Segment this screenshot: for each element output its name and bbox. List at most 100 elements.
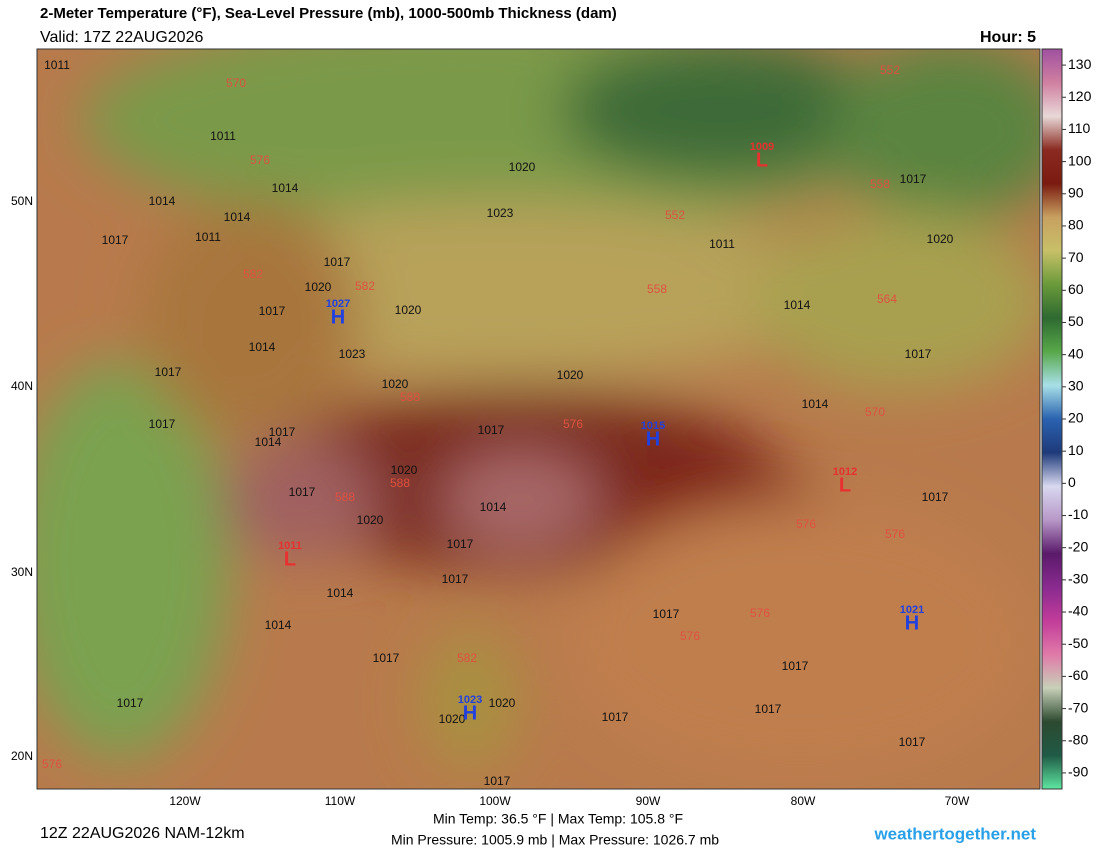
isobar-label: 1017 [900,172,927,186]
isobar-label: 1014 [327,586,354,600]
pressure-center-letter: L [839,474,851,496]
isobar-label: 1014 [224,210,251,224]
thickness-label: 588 [400,390,420,404]
colorbar-tick-label: -30 [1068,571,1088,587]
isobar-label: 1017 [442,572,469,586]
isobar-label: 1014 [149,194,176,208]
isobar-label: 1017 [269,425,296,439]
lon-label: 70W [945,794,970,808]
colorbar-tick-label: 70 [1068,249,1084,265]
colorbar-tick-label: 10 [1068,442,1084,458]
temp-range: Min Temp: 36.5 °F | Max Temp: 105.8 °F [433,811,683,827]
lon-label: 120W [169,794,201,808]
pressure-center-letter: L [756,149,768,171]
thickness-label: 582 [457,651,477,665]
lat-label: 30N [11,565,33,579]
colorbar-tick-label: -90 [1068,764,1088,780]
isobar-label: 1020 [357,513,384,527]
isobar-label: 1011 [210,129,236,143]
colorbar-tick-label: 50 [1068,313,1084,329]
isobar-label: 1020 [391,463,418,477]
isobar-label: 1020 [927,232,954,246]
colorbar: 1301201101009080706050403020100-10-20-30… [1041,48,1092,790]
thickness-label: 552 [880,63,900,77]
pressure-center-value: 1009 [750,141,774,153]
colorbar-tick-label: 90 [1068,184,1084,200]
isobar-label: 1023 [339,347,366,361]
isobar-label: 1017 [117,696,144,710]
colorbar-tick-label: 0 [1068,474,1076,490]
colorbar-tick-label: 20 [1068,410,1084,426]
thickness-label: 576 [563,417,583,431]
isobar-label: 1017 [602,710,629,724]
isobar-label: 1017 [102,233,129,247]
thickness-label: 576 [885,527,905,541]
colorbar-tick-label: 30 [1068,378,1084,394]
thickness-label: 558 [870,177,890,191]
title: 2-Meter Temperature (°F), Sea-Level Pres… [40,5,617,22]
isobar-label: 1014 [784,298,811,312]
lon-label: 90W [636,794,661,808]
isobar-label: 1023 [487,206,514,220]
thickness-label: 576 [42,757,62,771]
isobar-label: 1017 [484,774,511,788]
thickness-label: 558 [647,282,667,296]
map-frame [36,48,1041,790]
isobar-label: 1020 [489,696,516,710]
thickness-label: 552 [665,208,685,222]
pressure-center-value: 1027 [326,298,350,310]
forecast-hour: Hour: 5 [980,29,1036,46]
colorbar-tick-label: 60 [1068,281,1084,297]
colorbar-tick-label: -70 [1068,699,1088,715]
pressure-center-value: 1015 [641,420,665,432]
isobar-label: 1017 [155,365,182,379]
colorbar-tick-label: -40 [1068,603,1088,619]
thickness-label: 582 [355,279,375,293]
colorbar-tick-label: 40 [1068,345,1084,361]
pressure-center-letter: H [463,702,477,724]
pressure-center-value: 1023 [458,694,482,706]
isobar-label: 1020 [305,280,332,294]
isobar-label: 1011 [44,58,70,72]
colorbar-tick-label: -10 [1068,506,1088,522]
colorbar-tick-label: -80 [1068,731,1088,747]
valid-time: Valid: 17Z 22AUG2026 [40,29,203,46]
isobar-label: 1014 [249,340,276,354]
map-field [37,49,1040,789]
isobar-label: 1017 [905,347,932,361]
pressure-range: Min Pressure: 1005.9 mb | Max Pressure: … [391,832,719,848]
isobar-label: 1017 [259,304,286,318]
pressure-center-value: 1021 [900,604,924,616]
thickness-label: 588 [335,490,355,504]
isobar-label: 1017 [149,417,176,431]
thickness-label: 570 [226,76,246,90]
isobar-label: 1014 [265,618,292,632]
colorbar-tick-label: 130 [1068,56,1092,72]
lat-label: 20N [11,749,33,763]
thickness-label: 570 [865,405,885,419]
thickness-label: 576 [680,629,700,643]
pressure-center-value: 1011 [278,540,302,552]
isobar-label: 1014 [272,181,299,195]
isobar-label: 1017 [324,255,351,269]
colorbar-tick-label: -20 [1068,538,1088,554]
pressure-center-letter: H [905,612,919,634]
isobar-label: 1020 [557,368,584,382]
isobar-label: 1011 [195,230,221,244]
pressure-center-value: 1012 [833,466,857,478]
colorbar-tick-label: 110 [1068,120,1091,136]
isobar-label: 1017 [289,485,316,499]
isobar-label: 1014 [255,435,282,449]
lat-label: 50N [11,194,33,208]
lon-label: 100W [479,794,511,808]
pressure-center-letter: H [331,306,345,328]
colorbar-tick-label: 80 [1068,217,1084,233]
isobar-label: 1017 [447,537,474,551]
isobar-label: 1017 [782,659,809,673]
colorbar-tick-label: -60 [1068,667,1088,683]
model-run: 12Z 22AUG2026 NAM-12km [40,825,245,842]
isobar-label: 1020 [395,303,422,317]
isobar-label: 1017 [653,607,680,621]
isobar-label: 1014 [802,397,829,411]
